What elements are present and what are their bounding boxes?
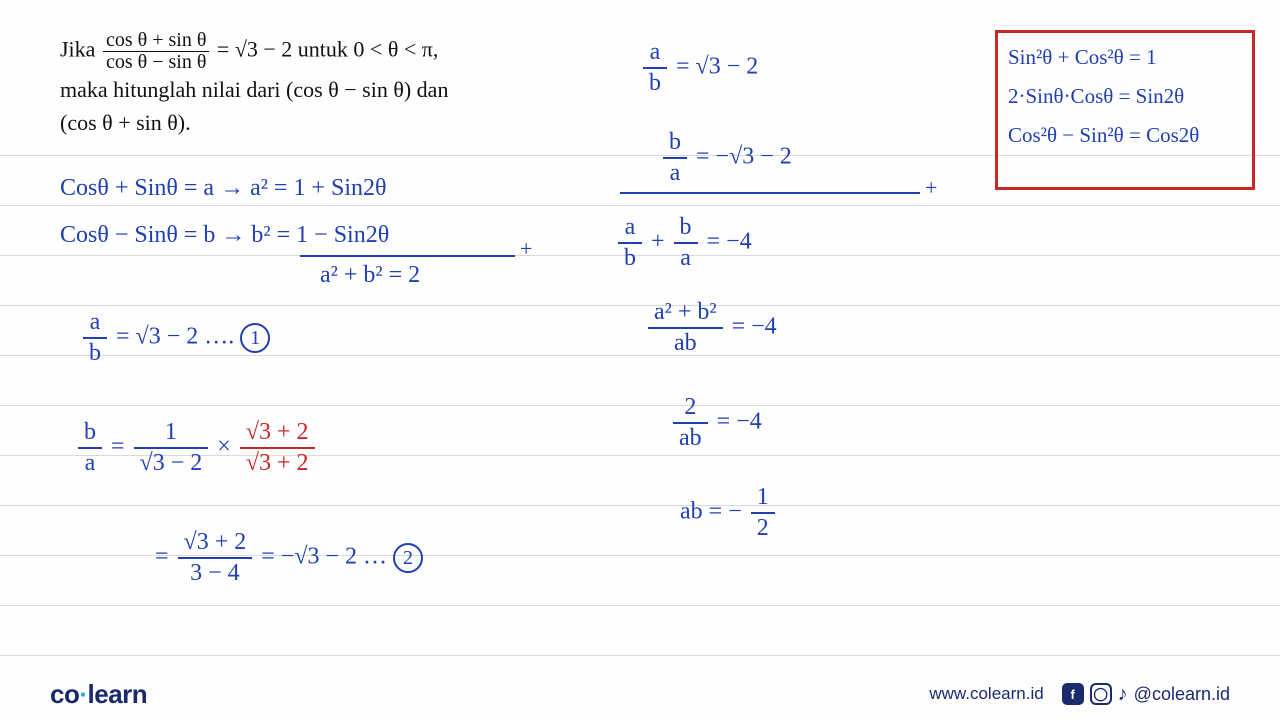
facebook-icon: f xyxy=(1062,683,1084,705)
tiktok-icon: ♪ xyxy=(1118,683,1128,705)
footer-right: www.colearn.id f ◯ ♪ @colearn.id xyxy=(929,683,1230,705)
substitution-b: Cosθ − Sinθ = b → b² = 1 − Sin2θ xyxy=(60,222,389,249)
logo-dot: · xyxy=(79,679,87,709)
brand-logo: co·learn xyxy=(50,679,147,710)
footer-url: www.colearn.id xyxy=(929,684,1043,704)
plus-sign-left: + xyxy=(520,236,532,262)
r-sum: ab + ba = −4 xyxy=(615,215,752,271)
problem-fraction: cos θ + sin θ cos θ − sin θ xyxy=(103,30,209,73)
problem-line2: maka hitunglah nilai dari (cos θ − sin θ… xyxy=(60,73,580,106)
identity-1: Sin²θ + Cos²θ = 1 xyxy=(1008,45,1242,70)
identity-2: 2·Sinθ·Cosθ = Sin2θ xyxy=(1008,84,1242,109)
problem-line3: (cos θ + sin θ). xyxy=(60,106,580,139)
r-ab: ab = √3 − 2 xyxy=(640,40,758,96)
eq1-label: 1 xyxy=(240,323,270,353)
r-combined: a² + b²ab = −4 xyxy=(645,300,777,356)
eq2-line1: ba = 1√3 − 2 × √3 + 2√3 + 2 xyxy=(75,420,318,476)
r-ab-result: ab = − 12 xyxy=(680,485,778,541)
instagram-icon: ◯ xyxy=(1090,683,1112,705)
identity-box: Sin²θ + Cos²θ = 1 2·Sinθ·Cosθ = Sin2θ Co… xyxy=(995,30,1255,190)
sum-line-right xyxy=(620,192,920,194)
footer-handle: @colearn.id xyxy=(1134,684,1230,705)
footer-socials: f ◯ ♪ @colearn.id xyxy=(1062,683,1230,705)
identity-3: Cos²θ − Sin²θ = Cos2θ xyxy=(1008,123,1242,148)
eq2-line2: = √3 + 23 − 4 = −√3 − 2 … 2 xyxy=(155,530,423,586)
sum-a2b2: a² + b² = 2 xyxy=(320,262,420,289)
eq1: ab = √3 − 2 …. 1 xyxy=(80,310,270,366)
page-content: Jika cos θ + sin θ cos θ − sin θ = √3 − … xyxy=(0,0,1280,720)
problem-prefix: Jika xyxy=(60,37,101,62)
r-ba: ba = −√3 − 2 xyxy=(660,130,792,186)
substitution-a: Cosθ + Sinθ = a → a² = 1 + Sin2θ xyxy=(60,175,387,202)
eq2-label: 2 xyxy=(393,543,423,573)
footer: co·learn www.colearn.id f ◯ ♪ @colearn.i… xyxy=(0,668,1280,720)
r-2overab: 2ab = −4 xyxy=(670,395,762,451)
plus-sign-right: + xyxy=(925,175,937,201)
problem-statement: Jika cos θ + sin θ cos θ − sin θ = √3 − … xyxy=(60,30,580,139)
problem-rhs: = √3 − 2 untuk 0 < θ < π, xyxy=(217,37,438,62)
sum-line-left xyxy=(300,255,515,257)
